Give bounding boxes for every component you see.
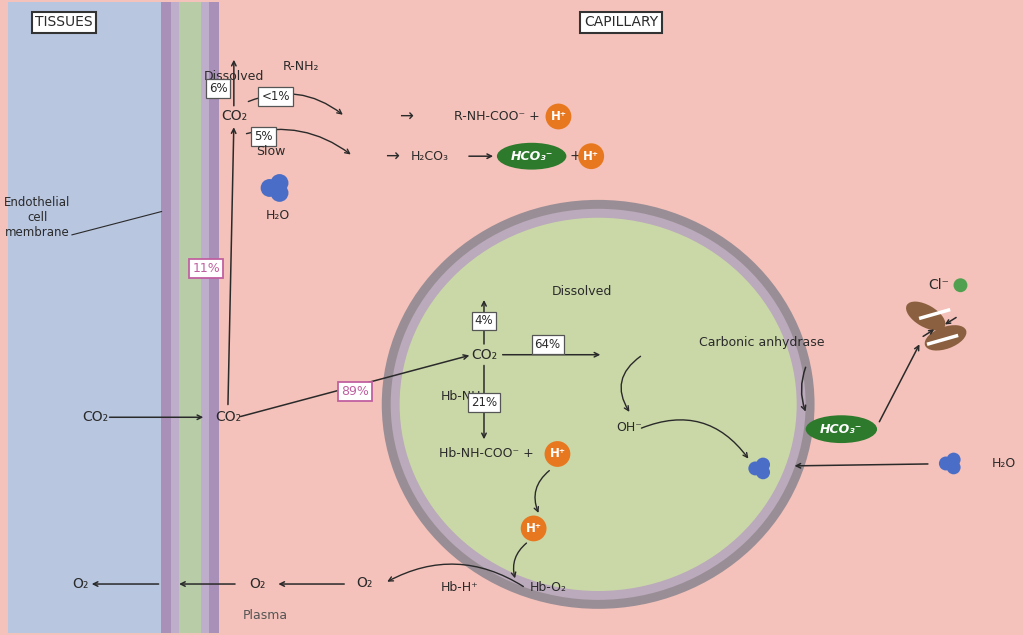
Ellipse shape	[805, 415, 877, 443]
Text: 89%: 89%	[341, 385, 369, 398]
Text: Hb-O₂: Hb-O₂	[530, 582, 567, 594]
Text: Carbonic anhydrase: Carbonic anhydrase	[699, 337, 825, 349]
Text: Hb-NH-COO⁻ +: Hb-NH-COO⁻ +	[439, 448, 534, 460]
Text: R-NH-COO⁻ +: R-NH-COO⁻ +	[454, 110, 540, 123]
Circle shape	[946, 453, 961, 467]
Text: O₂: O₂	[357, 576, 373, 590]
Circle shape	[578, 144, 605, 169]
Text: HCO₃⁻: HCO₃⁻	[510, 150, 552, 163]
Text: Dissolved: Dissolved	[551, 284, 612, 298]
Ellipse shape	[382, 200, 814, 609]
Ellipse shape	[497, 143, 567, 170]
Text: 4%: 4%	[475, 314, 493, 328]
Circle shape	[270, 184, 288, 202]
Text: 5%: 5%	[255, 130, 273, 143]
Ellipse shape	[391, 209, 805, 600]
Text: CO₂: CO₂	[215, 410, 241, 424]
Text: HCO₃⁻: HCO₃⁻	[820, 423, 862, 436]
Text: →: →	[385, 147, 399, 165]
Text: TISSUES: TISSUES	[36, 15, 93, 29]
Text: O₂: O₂	[250, 577, 266, 591]
Text: H⁺: H⁺	[549, 448, 566, 460]
Circle shape	[545, 104, 572, 130]
Text: H⁺: H⁺	[550, 110, 567, 123]
Circle shape	[953, 278, 968, 292]
Circle shape	[749, 462, 762, 476]
Text: Hb-H⁺: Hb-H⁺	[440, 582, 478, 594]
Circle shape	[270, 174, 288, 192]
Circle shape	[946, 460, 961, 474]
Bar	[171, 3, 179, 632]
Bar	[162, 3, 1023, 632]
Text: H⁺: H⁺	[583, 150, 599, 163]
Text: O₂: O₂	[72, 577, 88, 591]
Text: →: →	[399, 107, 412, 126]
Circle shape	[521, 516, 546, 542]
Circle shape	[756, 458, 770, 472]
Bar	[209, 3, 219, 632]
Ellipse shape	[906, 302, 945, 330]
Text: Cl⁻: Cl⁻	[928, 278, 949, 292]
Text: CO₂: CO₂	[471, 348, 497, 362]
Text: Slow: Slow	[256, 145, 285, 157]
Text: Hb-NH₂: Hb-NH₂	[440, 390, 486, 403]
Text: R-NH₂: R-NH₂	[283, 60, 319, 74]
Bar	[7, 3, 162, 632]
Text: Endothelial
cell
membrane: Endothelial cell membrane	[4, 196, 71, 239]
Text: OH⁻: OH⁻	[616, 420, 641, 434]
Circle shape	[261, 179, 278, 197]
Circle shape	[939, 457, 952, 471]
Bar	[162, 3, 171, 632]
Text: CO₂: CO₂	[82, 410, 108, 424]
Text: 11%: 11%	[192, 262, 220, 275]
Text: <1%: <1%	[261, 90, 290, 103]
Text: 64%: 64%	[534, 338, 561, 351]
Text: Dissolved: Dissolved	[204, 70, 264, 83]
Bar	[202, 3, 209, 632]
Text: H⁺: H⁺	[526, 522, 541, 535]
Circle shape	[544, 441, 571, 467]
Text: H₂O: H₂O	[992, 457, 1017, 471]
Text: 21%: 21%	[471, 396, 497, 409]
Text: 6%: 6%	[209, 82, 227, 95]
Circle shape	[756, 465, 770, 479]
Text: CAPILLARY: CAPILLARY	[584, 15, 658, 29]
Text: H₂O: H₂O	[265, 210, 290, 222]
Ellipse shape	[400, 218, 797, 591]
Text: Plasma: Plasma	[243, 610, 288, 622]
Text: CO₂: CO₂	[221, 109, 247, 123]
Bar	[179, 3, 202, 632]
Ellipse shape	[925, 325, 967, 351]
Text: H₂CO₃: H₂CO₃	[410, 150, 448, 163]
Text: +: +	[570, 149, 581, 163]
